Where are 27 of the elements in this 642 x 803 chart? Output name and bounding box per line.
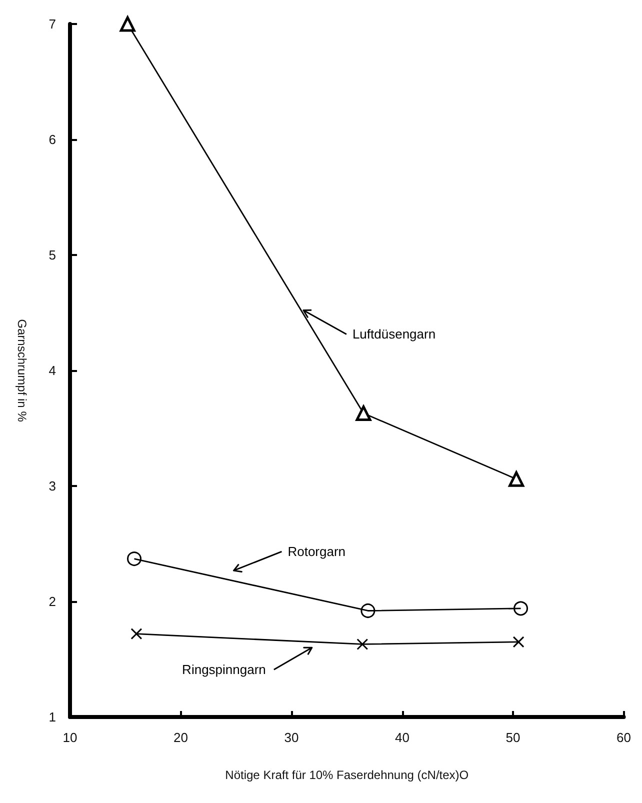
y-tick-label: 4 xyxy=(48,363,56,378)
y-tick-label: 3 xyxy=(48,478,56,494)
text: Luftdüsengarn xyxy=(352,326,436,342)
point xyxy=(127,552,142,566)
point xyxy=(512,636,524,648)
point xyxy=(360,603,376,618)
series-label: Ringspinngarn xyxy=(182,662,266,678)
x-tick-label: 40 xyxy=(395,730,410,745)
x-tick-label: 30 xyxy=(284,730,299,745)
point xyxy=(120,16,136,32)
y-tick-label: 6 xyxy=(48,132,56,147)
text: Rotorgarn xyxy=(288,544,346,560)
point xyxy=(356,638,368,650)
x-tick-label: 10 xyxy=(62,730,78,745)
y-tick-label: 2 xyxy=(48,594,56,609)
x-axis-title: Nötige Kraft für 10% Faserdehnung (cN/tex)O xyxy=(225,768,469,782)
y-tick-label: 7 xyxy=(48,16,56,32)
x-tick-label: 50 xyxy=(506,730,520,745)
x-tick-label: 60 xyxy=(616,730,632,745)
point xyxy=(130,628,142,640)
point xyxy=(508,471,524,487)
y-tick-label: 1 xyxy=(48,710,56,724)
x-tick-label: 20 xyxy=(174,730,188,745)
point xyxy=(356,405,372,421)
y-tick-label: 5 xyxy=(48,248,56,262)
y-axis-title: Garnschrumpf in % xyxy=(15,319,29,422)
point xyxy=(514,601,528,616)
